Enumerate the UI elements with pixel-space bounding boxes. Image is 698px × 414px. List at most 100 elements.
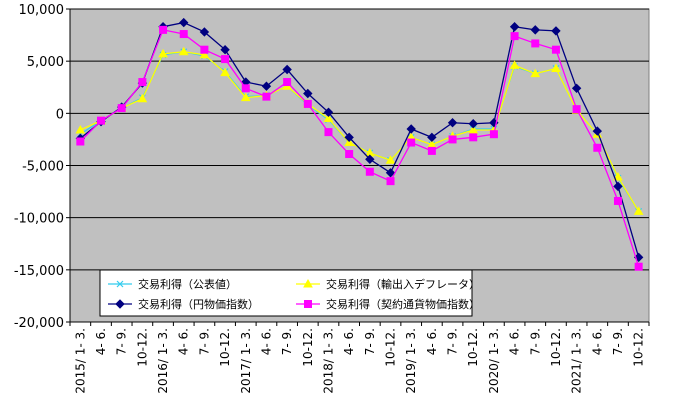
data-point (468, 125, 479, 134)
series-lines (75, 17, 644, 271)
data-point (179, 17, 189, 28)
data-point (220, 67, 230, 77)
x-tick-label: 4- 6. (508, 328, 522, 355)
axes: 10,000 5,000 0 -5,000 -10,000 -15,000 -20,000 2… (14, 3, 650, 394)
x-tick-label: 4- 6. (259, 328, 273, 355)
data-point (531, 39, 540, 48)
data-point (613, 196, 622, 205)
x-tick-label: 7- 9. (528, 328, 542, 355)
data-point (262, 92, 271, 101)
data-point (385, 168, 396, 178)
data-point (158, 48, 168, 58)
data-point (241, 84, 250, 93)
data-point (634, 262, 643, 271)
legend-box (99, 269, 473, 317)
data-point (324, 128, 333, 137)
x-tick-label: 7- 9. (363, 328, 377, 355)
x-tick-label: 7- 9. (611, 328, 625, 355)
x-tick-label: 2016/ 1- 3. (156, 328, 170, 394)
data-point (303, 99, 312, 108)
data-point (365, 154, 375, 164)
x-tick-label: 10-12. (301, 328, 315, 367)
data-point (407, 138, 416, 147)
x-tick-label: 2015/ 1- 3. (73, 328, 87, 394)
y-tick-label: 10,000 (19, 3, 65, 18)
x-tick-label: 4- 6. (342, 328, 356, 355)
legend-marker (116, 280, 124, 288)
x-tick-label: 2021/ 1- 3. (570, 328, 584, 394)
legend-label: 交易利得（円物価指数） (138, 297, 259, 311)
data-point (240, 92, 251, 102)
data-point (344, 137, 355, 147)
data-point (593, 143, 602, 152)
data-point (468, 119, 478, 129)
data-point (551, 26, 561, 36)
data-point (323, 113, 334, 123)
data-point (489, 130, 498, 139)
y-tick-label: -5,000 (22, 160, 64, 175)
x-tick-label: 2017/ 1- 3. (239, 328, 253, 394)
legend: 交易利得（公表値） 交易利得（輸出入デフレータ） 交易利得（円物価指数） 交易利得（契… (99, 269, 480, 317)
data-point (386, 177, 395, 186)
data-point (427, 132, 437, 143)
y-tick-label: -10,000 (14, 212, 64, 227)
data-point (509, 22, 520, 32)
data-point (97, 116, 106, 125)
data-point (469, 133, 478, 142)
legend-item: 交易利得（公表値） (108, 277, 237, 291)
data-point (199, 49, 210, 59)
data-point (138, 78, 147, 87)
data-point (385, 155, 396, 164)
data-point (179, 30, 188, 39)
data-point (117, 104, 126, 113)
data-point (283, 78, 292, 87)
x-tick-label: 10-12. (466, 328, 480, 367)
series-line (79, 29, 640, 267)
data-point (406, 124, 416, 134)
x-tick-label: 10-12. (632, 328, 646, 367)
x-tick-label: 2019/ 1- 3. (404, 328, 418, 394)
x-tick-label: 7- 9. (115, 328, 129, 355)
data-point (220, 44, 230, 55)
x-tick-label: 10-12. (384, 328, 398, 367)
data-point (75, 125, 86, 134)
marker-stroke (116, 280, 124, 288)
x-tick-label: 2018/ 1- 3. (321, 328, 335, 394)
data-point (530, 25, 540, 35)
x-tick-label: 10-12. (135, 328, 149, 367)
x-tick-label: 7- 9. (446, 328, 460, 355)
data-point (530, 68, 541, 78)
data-point (613, 171, 623, 181)
x-tick-label: 10-12. (549, 328, 563, 367)
data-point (571, 83, 582, 94)
data-point (447, 118, 458, 128)
data-point (200, 45, 209, 54)
legend-marker (115, 299, 125, 309)
data-point (76, 137, 85, 146)
legend-item: 交易利得（円物価指数） (108, 297, 259, 311)
y-tick-label: 5,000 (27, 55, 64, 70)
data-point (613, 181, 623, 192)
y-tick-label: 0 (56, 107, 64, 122)
data-point (282, 64, 292, 75)
x-tick-label: 4- 6. (590, 328, 604, 355)
data-point (592, 126, 603, 136)
data-point (509, 60, 520, 69)
legend-marker (303, 278, 313, 288)
x-tick-label: 4- 6. (177, 328, 191, 355)
series-line (79, 21, 640, 258)
data-point (572, 105, 581, 114)
legend-marker (304, 300, 312, 308)
data-point (633, 206, 644, 215)
data-point (323, 107, 334, 117)
x-tick-label: 7- 9. (197, 328, 211, 355)
x-tick-label: 7- 9. (280, 328, 294, 355)
x-tick-label: 10-12. (218, 328, 232, 367)
y-tick-label: -20,000 (14, 316, 64, 331)
x-tick-label: 2020/ 1- 3. (487, 328, 501, 394)
data-point (159, 25, 168, 34)
data-point (261, 81, 272, 91)
x-tick-label: 4- 6. (425, 328, 439, 355)
